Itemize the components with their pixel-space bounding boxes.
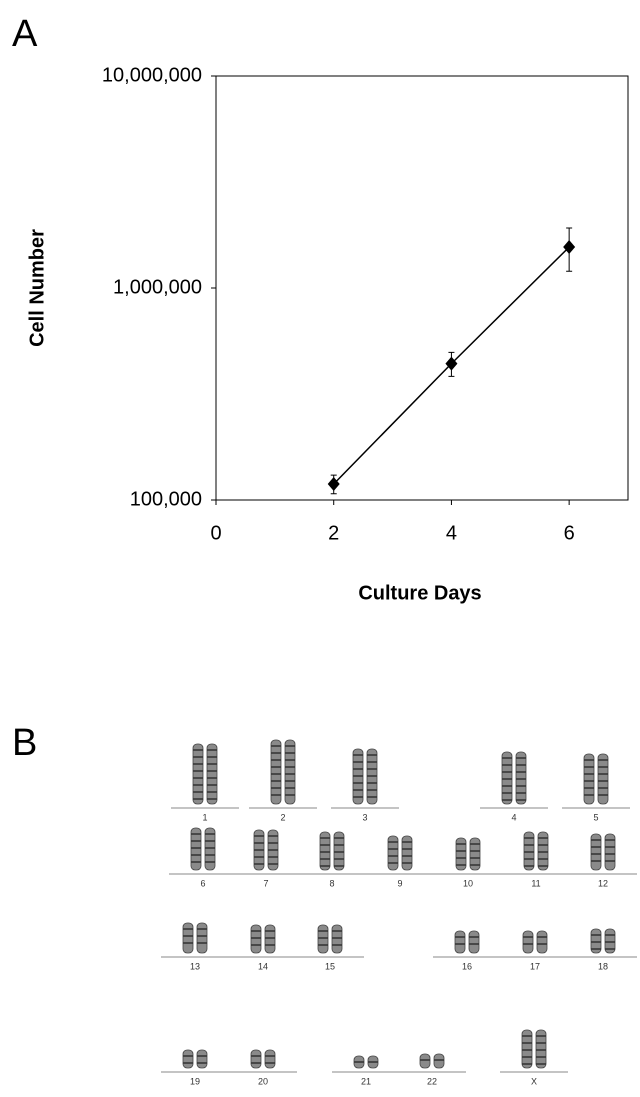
chromosome-pair: 8 (298, 831, 366, 888)
chromosome (419, 1053, 431, 1069)
panel-label: A (12, 13, 38, 55)
chromosome-label: 6 (200, 878, 205, 888)
chromosome-pair: 10 (434, 837, 502, 888)
chromosome-label: X (531, 1076, 537, 1086)
chromosome (331, 924, 343, 954)
chromosome (455, 837, 467, 871)
x-tick-label: 0 (210, 522, 221, 544)
chromosome (535, 1029, 547, 1069)
y-axis-title: Cell Number (26, 229, 48, 347)
chromosome (523, 831, 535, 871)
chromosome-pair: 11 (502, 831, 570, 888)
chromosome (319, 831, 331, 871)
chromosome-label: 18 (598, 961, 608, 971)
chromosome (206, 743, 218, 805)
chromosome (250, 1049, 262, 1069)
chromosome (192, 743, 204, 805)
chromosome (333, 831, 345, 871)
chromosome-label: 15 (325, 961, 335, 971)
chromosome-pair: 14 (229, 924, 297, 971)
chromosome-label: 19 (190, 1076, 200, 1086)
x-tick-label: 4 (446, 522, 457, 544)
chromosome (537, 831, 549, 871)
panel-label: B (12, 722, 37, 764)
chromosome (204, 827, 216, 871)
chromosome (196, 922, 208, 954)
chromosome-label: 10 (463, 878, 473, 888)
chromosome (264, 1049, 276, 1069)
chromosome (454, 930, 466, 954)
chromosome-label: 21 (361, 1076, 371, 1086)
marker (445, 356, 458, 371)
chromosome-pair: 9 (366, 835, 434, 888)
chromosome-pair: X (500, 1029, 568, 1086)
chromosome-pair: 6 (169, 827, 237, 888)
chromosome (182, 1049, 194, 1069)
x-tick-label: 2 (328, 522, 339, 544)
chromosome-label: 8 (329, 878, 334, 888)
chromosome (387, 835, 399, 871)
chromosome (182, 922, 194, 954)
chromosome-pair: 13 (161, 922, 229, 971)
chromosome-pair: 17 (501, 930, 569, 971)
chromosome (515, 751, 527, 805)
chromosome (264, 924, 276, 954)
y-tick-label: 10,000,000 (102, 64, 202, 86)
chromosome (469, 837, 481, 871)
chromosome (521, 1029, 533, 1069)
chromosome-pair: 20 (229, 1049, 297, 1086)
chromosome-pair: 22 (398, 1053, 466, 1086)
chromosome-pair: 7 (232, 829, 300, 888)
chromosome-label: 4 (511, 812, 516, 822)
chromosome-pair: 5 (562, 753, 630, 822)
x-tick-label: 6 (564, 522, 575, 544)
chromosome (583, 753, 595, 805)
chromosome-label: 13 (190, 961, 200, 971)
chromosome-pair: 2 (249, 739, 317, 822)
chromosome-pair: 3 (331, 748, 399, 822)
chromosome (190, 827, 202, 871)
chromosome-pair: 12 (569, 833, 637, 888)
chromosome-label: 2 (280, 812, 285, 822)
chromosome-label: 3 (362, 812, 367, 822)
chromosome-label: 11 (531, 878, 540, 888)
plot-frame (215, 75, 629, 501)
chromosome-label: 14 (258, 961, 268, 971)
chromosome-label: 17 (530, 961, 540, 971)
chromosome-label: 5 (593, 812, 598, 822)
chromosome (196, 1049, 208, 1069)
chromosome-pair: 19 (161, 1049, 229, 1086)
marker (327, 476, 340, 491)
chromosome-pair: 1 (171, 743, 239, 822)
y-tick-label: 1,000,000 (113, 276, 202, 298)
chromosome-label: 1 (202, 812, 207, 822)
chromosome-pair: 4 (480, 751, 548, 822)
chromosome-label: 22 (427, 1076, 437, 1086)
chromosome-pair: 21 (332, 1055, 400, 1086)
chromosome (401, 835, 413, 871)
chromosome-label: 9 (397, 878, 402, 888)
chromosome-label: 12 (598, 878, 608, 888)
y-tick-label: 100,000 (130, 488, 202, 510)
chromosome (501, 751, 513, 805)
chromosome-pair: 18 (569, 928, 637, 971)
chromosome (522, 930, 534, 954)
chromosome-label: 7 (263, 878, 268, 888)
chromosome-label: 16 (462, 961, 472, 971)
x-axis-title: Culture Days (358, 582, 481, 604)
chromosome-pair: 16 (433, 930, 501, 971)
chromosome (468, 930, 480, 954)
chromosome-pair: 15 (296, 924, 364, 971)
chromosome (317, 924, 329, 954)
marker (563, 240, 576, 255)
chromosome (597, 753, 609, 805)
chromosome (433, 1053, 445, 1069)
chromosome (250, 924, 262, 954)
chromosome (536, 930, 548, 954)
chromosome-label: 20 (258, 1076, 268, 1086)
